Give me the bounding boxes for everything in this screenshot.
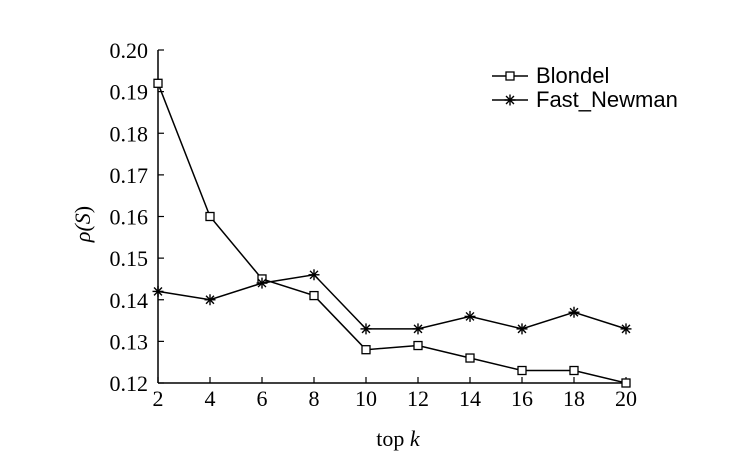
data-point-blondel [309, 290, 319, 301]
data-point-blondel [569, 365, 579, 376]
y-tick-label: 0.12 [110, 371, 149, 396]
asterisk-stroke [205, 295, 215, 305]
y-axis-label-close: ) [70, 206, 95, 213]
data-point-blondel [361, 345, 371, 355]
asterisk-stroke [621, 324, 631, 334]
data-point-blondel [413, 340, 423, 351]
legend-item-blondel: Blondel [492, 63, 609, 88]
x-axis-label-text: top [376, 426, 410, 451]
y-tick-label: 0.13 [110, 329, 149, 354]
data-point-fast-newman [516, 323, 528, 335]
asterisk-stroke [153, 286, 163, 296]
y-tick-label: 0.16 [110, 205, 149, 230]
asterisk-stroke [413, 324, 423, 334]
series-line-blondel [157, 83, 627, 384]
data-point-fast-newman [256, 277, 268, 289]
x-tick-label: 8 [309, 386, 320, 411]
asterisk-stroke [517, 324, 527, 334]
x-tick-label: 14 [459, 386, 481, 411]
y-axis-ticks: 0.12 0.13 0.14 0.15 0.16 0.17 0.18 0.19 0.20 [110, 38, 164, 396]
x-tick-label: 20 [615, 386, 637, 411]
data-point-fast-newman [620, 323, 632, 335]
x-axis-ticks: 2 4 6 8 10 12 14 16 18 20 [153, 377, 637, 411]
legend-label: Blondel [536, 63, 609, 88]
legend-item-fast-newman: Fast_Newman [492, 87, 678, 112]
y-tick-label: 0.18 [110, 121, 149, 146]
x-tick-label: 10 [355, 386, 377, 411]
x-axis-label-variable: k [410, 426, 421, 451]
y-tick-label: 0.17 [110, 163, 149, 188]
series-blondel [153, 78, 631, 388]
legend-marker-asterisk [504, 94, 516, 106]
data-point-blondel [621, 378, 631, 388]
asterisk-stroke [361, 324, 371, 334]
y-tick-label: 0.15 [110, 246, 149, 271]
data-point-blondel [517, 365, 527, 376]
data-point-blondel [205, 211, 215, 222]
x-tick-label: 6 [257, 386, 268, 411]
asterisk-stroke [257, 278, 267, 288]
y-tick-label: 0.14 [110, 288, 149, 313]
data-point-blondel [153, 78, 163, 88]
asterisk-stroke [465, 311, 475, 321]
data-point-fast-newman [308, 269, 320, 281]
data-point-fast-newman [568, 306, 580, 318]
x-tick-label: 4 [205, 386, 216, 411]
x-axis-label: top k [376, 426, 421, 451]
data-point-blondel [465, 353, 475, 363]
data-point-fast-newman [204, 294, 216, 306]
asterisk-stroke [569, 307, 579, 317]
data-point-fast-newman [152, 285, 164, 297]
series-line-fast-newman [157, 273, 627, 330]
x-tick-label: 12 [407, 386, 429, 411]
x-tick-label: 18 [563, 386, 585, 411]
y-axis-label-variable: S [70, 213, 95, 224]
asterisk-stroke [309, 270, 319, 280]
y-tick-label: 0.20 [110, 38, 149, 63]
data-point-fast-newman [464, 310, 476, 322]
x-tick-label: 2 [153, 386, 164, 411]
data-point-fast-newman [412, 323, 424, 335]
series-layer [152, 78, 632, 388]
legend-marker-square [505, 71, 515, 81]
asterisk-stroke [505, 95, 515, 105]
data-point-fast-newman [360, 323, 372, 335]
x-tick-label: 16 [511, 386, 533, 411]
legend-label: Fast_Newman [536, 87, 678, 112]
y-axis-label-rho: ρ( [70, 223, 95, 244]
y-axis-label: ρ(S) [70, 206, 95, 243]
series-fast-newman [152, 269, 632, 335]
y-tick-label: 0.19 [110, 80, 149, 105]
